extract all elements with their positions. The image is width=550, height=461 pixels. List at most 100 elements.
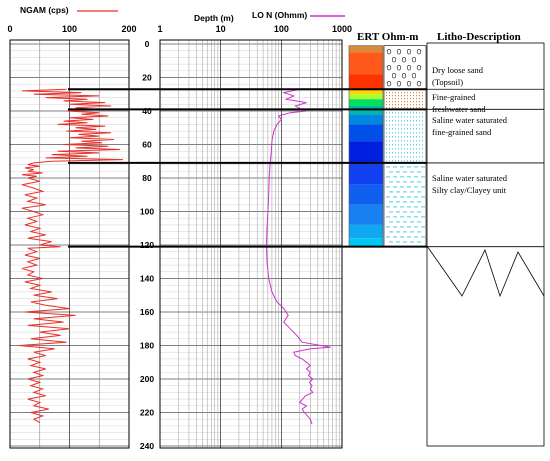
saline-sand-dot	[392, 132, 393, 134]
freshwater-sand-dot	[413, 95, 414, 97]
freshwater-sand-dot	[413, 104, 414, 106]
saline-sand-dot	[395, 116, 396, 118]
freshwater-sand-dot	[413, 101, 414, 103]
saline-sand-dot	[410, 112, 411, 114]
litho-pattern-box	[383, 162, 427, 247]
saline-sand-dot	[410, 116, 411, 118]
freshwater-sand-dot	[395, 107, 396, 109]
freshwater-sand-dot	[404, 92, 405, 94]
litho-unit-label-line: Fine-grained	[432, 92, 476, 102]
ert-bands	[348, 45, 384, 247]
saline-sand-dot	[410, 136, 411, 138]
sand-grain-mark	[386, 64, 392, 71]
saline-sand-dot	[395, 152, 396, 154]
saline-sand-dot	[404, 160, 405, 162]
freshwater-sand-dot	[389, 101, 390, 103]
freshwater-sand-dot	[407, 101, 408, 103]
saline-sand-dot	[410, 132, 411, 134]
sand-grain-mark	[401, 56, 407, 63]
litho-frame	[426, 42, 545, 447]
ert-band	[349, 238, 383, 247]
depth-tick-label: 140	[140, 274, 154, 284]
saline-sand-dot	[410, 160, 411, 162]
freshwater-sand-dot	[410, 92, 411, 94]
freshwater-sand-dot	[398, 92, 399, 94]
saline-sand-dot	[398, 132, 399, 134]
freshwater-sand-dot	[410, 95, 411, 97]
saline-sand-dot	[413, 144, 414, 146]
litho-unit-label-line: fine-grained sand	[432, 127, 492, 137]
ngam-panel: 0 100 200	[7, 24, 137, 449]
saline-sand-dot	[386, 132, 387, 134]
saline-sand-dot	[392, 124, 393, 126]
saline-sand-dot	[413, 136, 414, 138]
saline-sand-dot	[404, 132, 405, 134]
saline-sand-dot	[398, 124, 399, 126]
saline-sand-dot	[422, 160, 423, 162]
saline-sand-dot	[416, 120, 417, 122]
saline-sand-dot	[422, 148, 423, 150]
saline-sand-dot	[410, 128, 411, 130]
saline-sand-dot	[401, 124, 402, 126]
sand-grain-mark	[406, 80, 412, 87]
saline-sand-dot	[413, 116, 414, 118]
saline-sand-dot	[398, 128, 399, 130]
freshwater-sand-dot	[407, 107, 408, 109]
saline-sand-dot	[419, 120, 420, 122]
freshwater-sand-dot	[398, 95, 399, 97]
freshwater-sand-dot	[413, 98, 414, 100]
freshwater-sand-dot	[419, 92, 420, 94]
sand-grain-mark	[416, 64, 422, 71]
saline-sand-dot	[386, 148, 387, 150]
freshwater-sand-dot	[419, 95, 420, 97]
saline-sand-dot	[386, 140, 387, 142]
freshwater-sand-dot	[416, 101, 417, 103]
saline-sand-dot	[413, 156, 414, 158]
saline-sand-dot	[407, 112, 408, 114]
saline-sand-dot	[395, 120, 396, 122]
saline-sand-dot	[389, 132, 390, 134]
saline-sand-dot	[404, 112, 405, 114]
saline-sand-dot	[419, 156, 420, 158]
ngam-tick-label: 100	[62, 24, 77, 34]
freshwater-sand-dot	[395, 104, 396, 106]
saline-sand-dot	[386, 128, 387, 130]
saline-sand-dot	[401, 144, 402, 146]
freshwater-sand-dot	[389, 107, 390, 109]
lon-grid	[160, 40, 342, 448]
saline-sand-dot	[398, 136, 399, 138]
saline-sand-dot	[413, 112, 414, 114]
ert-band	[349, 141, 383, 165]
depth-tick-labels: 0 20 40 60 80 100 120 140 160 180 200 220 240	[140, 39, 154, 451]
saline-sand-dot	[386, 160, 387, 162]
freshwater-sand-dot	[389, 95, 390, 97]
freshwater-sand-dot	[395, 98, 396, 100]
depth-tick-label: 200	[140, 374, 154, 384]
litho-unit-label-line: freshwater sand	[432, 104, 486, 114]
saline-sand-dot	[413, 120, 414, 122]
ert-band	[349, 124, 383, 142]
freshwater-sand-dot	[404, 98, 405, 100]
litho-unit-label-line: Silty clay/Clayey unit	[432, 185, 507, 195]
depth-tick-label: 0	[145, 39, 150, 49]
saline-sand-dot	[422, 132, 423, 134]
freshwater-sand-dot	[401, 107, 402, 109]
saline-sand-dot	[389, 160, 390, 162]
freshwater-sand-dot	[398, 104, 399, 106]
freshwater-sand-dot	[404, 107, 405, 109]
saline-sand-dot	[395, 160, 396, 162]
saline-sand-dot	[389, 112, 390, 114]
sand-grain-mark	[386, 80, 392, 87]
ngam-curve	[18, 88, 124, 424]
saline-sand-dot	[395, 128, 396, 130]
saline-sand-dot	[389, 120, 390, 122]
saline-sand-dot	[392, 152, 393, 154]
depth-tick-label: 60	[142, 140, 152, 150]
freshwater-sand-dot	[398, 107, 399, 109]
saline-sand-dot	[416, 144, 417, 146]
saline-sand-dot	[398, 144, 399, 146]
saline-sand-dot	[422, 120, 423, 122]
saline-sand-dot	[419, 152, 420, 154]
freshwater-sand-dot	[389, 98, 390, 100]
freshwater-sand-dot	[413, 92, 414, 94]
